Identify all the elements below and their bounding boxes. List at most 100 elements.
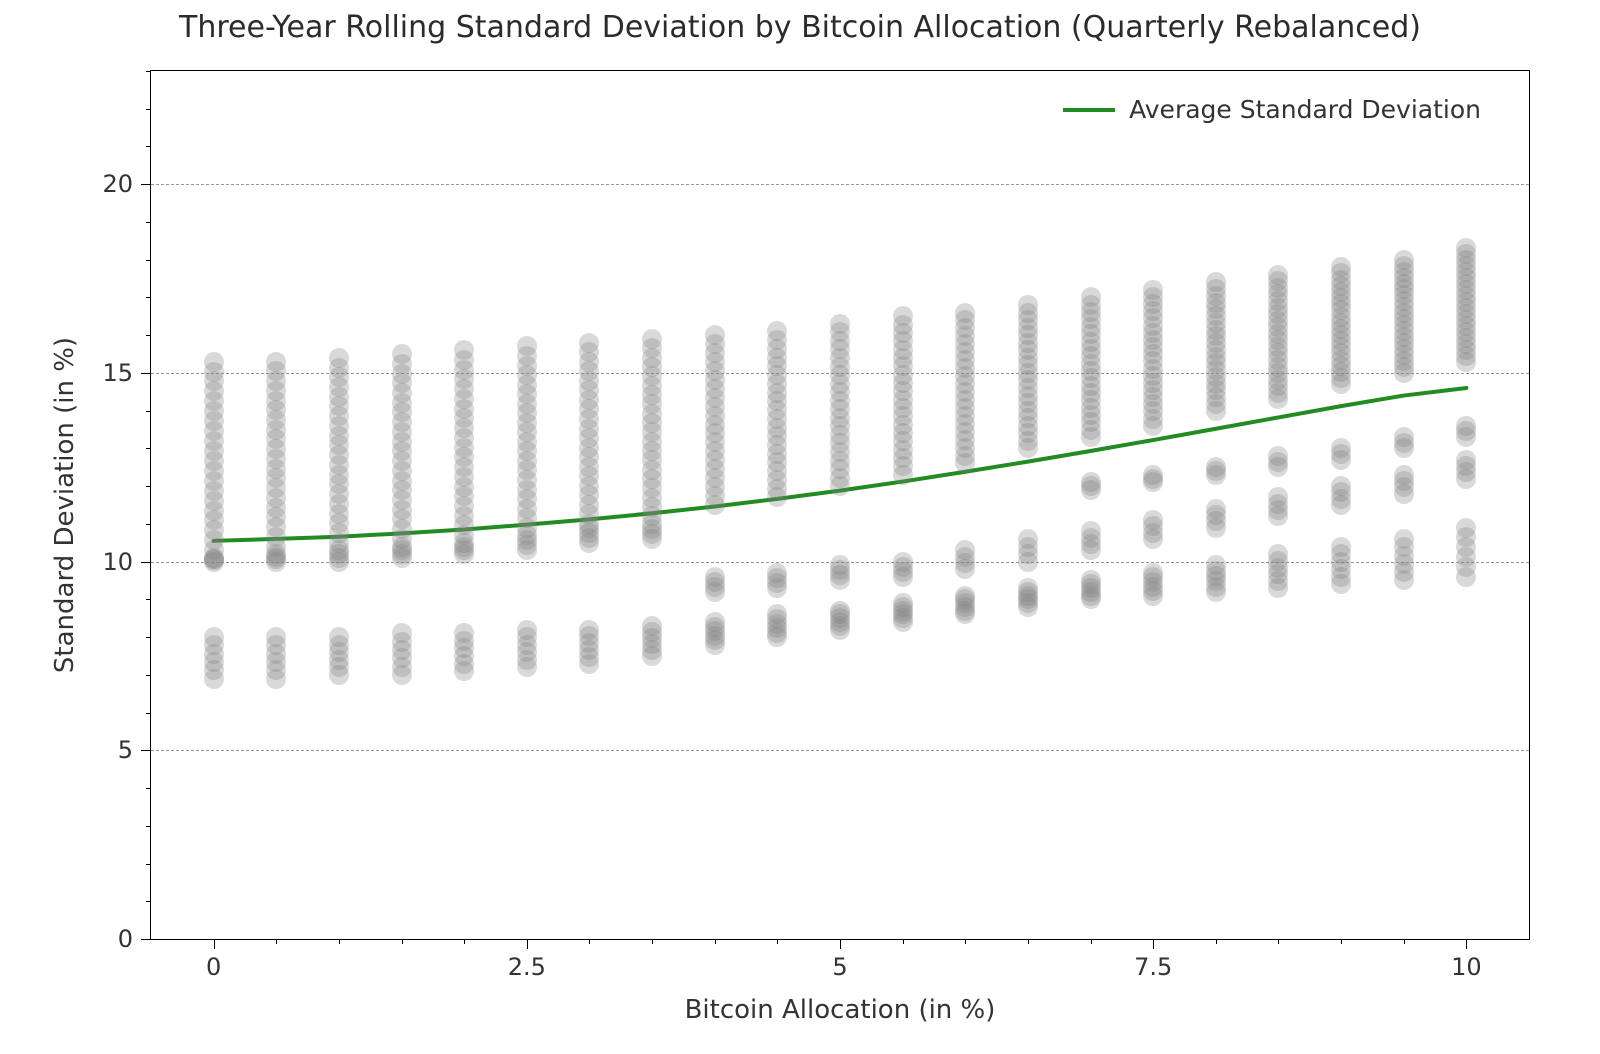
scatter-point (392, 344, 412, 364)
scatter-point (392, 537, 412, 557)
scatter-point (329, 348, 349, 368)
scatter-point (1331, 476, 1351, 496)
scatter-point (579, 333, 599, 353)
tick-minor-y (146, 297, 151, 298)
scatter-point (1143, 510, 1163, 530)
scatter-point (454, 533, 474, 553)
scatter-point (893, 552, 913, 572)
avg-line (151, 71, 1529, 939)
scatter-point (705, 612, 725, 632)
tick-minor-x (589, 939, 590, 944)
tick-label-y: 5 (118, 736, 151, 764)
scatter-point (517, 525, 537, 545)
tick-minor-y (146, 486, 151, 487)
tick-minor-x (464, 939, 465, 944)
tick-minor-y (146, 864, 151, 865)
scatter-point (1456, 450, 1476, 470)
tick-minor-x (1028, 939, 1029, 944)
tick-minor-x (777, 939, 778, 944)
scatter-point (517, 336, 537, 356)
tick-label-x: 5 (832, 939, 847, 981)
scatter-point (830, 601, 850, 621)
tick-minor-y (146, 260, 151, 261)
tick-minor-y (146, 146, 151, 147)
scatter-point (1394, 427, 1414, 447)
tick-minor-x (715, 939, 716, 944)
tick-minor-y (146, 826, 151, 827)
tick-minor-y (146, 222, 151, 223)
scatter-point (767, 321, 787, 341)
tick-label-y: 10 (102, 548, 151, 576)
scatter-point (329, 540, 349, 560)
scatter-point (1143, 563, 1163, 583)
scatter-point (266, 352, 286, 372)
scatter-point (642, 616, 662, 636)
scatter-point (392, 623, 412, 643)
gridline-y (151, 750, 1529, 751)
tick-minor-y (146, 788, 151, 789)
scatter-point (1268, 487, 1288, 507)
tick-label-x: 2.5 (508, 939, 546, 981)
scatter-point (329, 627, 349, 647)
tick-minor-x (1091, 939, 1092, 944)
scatter-point (1268, 265, 1288, 285)
scatter-point (767, 604, 787, 624)
scatter-point (579, 518, 599, 538)
x-axis-label: Bitcoin Allocation (in %) (150, 995, 1530, 1025)
scatter-point (1081, 472, 1101, 492)
tick-minor-x (339, 939, 340, 944)
tick-label-x: 10 (1451, 939, 1482, 981)
tick-minor-x (965, 939, 966, 944)
scatter-point (204, 627, 224, 647)
tick-label-x: 7.5 (1134, 939, 1172, 981)
scatter-point (1206, 457, 1226, 477)
scatter-point (1018, 529, 1038, 549)
scatter-point (1268, 544, 1288, 564)
tick-minor-x (903, 939, 904, 944)
scatter-point (1018, 295, 1038, 315)
scatter-point (955, 586, 975, 606)
tick-minor-y (146, 524, 151, 525)
tick-minor-y (146, 637, 151, 638)
tick-label-y: 15 (102, 359, 151, 387)
scatter-point (1456, 416, 1476, 436)
scatter-point (1018, 578, 1038, 598)
tick-minor-y (146, 411, 151, 412)
scatter-point (1081, 287, 1101, 307)
scatter-point (1394, 250, 1414, 270)
scatter-point (1206, 272, 1226, 292)
gridline-y (151, 184, 1529, 185)
tick-minor-x (1278, 939, 1279, 944)
legend: Average Standard Deviation (1053, 89, 1491, 130)
tick-minor-y (146, 109, 151, 110)
scatter-point (1081, 521, 1101, 541)
scatter-point (204, 352, 224, 372)
scatter-point (1206, 555, 1226, 575)
scatter-point (1206, 499, 1226, 519)
plot-area: Average Standard Deviation 0510152002.55… (150, 70, 1530, 940)
tick-minor-x (276, 939, 277, 944)
scatter-point (454, 340, 474, 360)
tick-minor-y (146, 675, 151, 676)
y-axis-label: Standard Deviation (in %) (50, 325, 80, 685)
tick-minor-y (146, 448, 151, 449)
scatter-point (642, 514, 662, 534)
tick-minor-y (146, 713, 151, 714)
tick-minor-x (1216, 939, 1217, 944)
scatter-point (266, 627, 286, 647)
scatter-point (1394, 529, 1414, 549)
scatter-point (204, 548, 224, 568)
chart-title: Three-Year Rolling Standard Deviation by… (0, 10, 1600, 45)
scatter-point (705, 567, 725, 587)
scatter-point (893, 306, 913, 326)
scatter-point (1143, 465, 1163, 485)
tick-minor-x (1404, 939, 1405, 944)
scatter-point (1081, 570, 1101, 590)
scatter-point (1331, 257, 1351, 277)
scatter-point (1394, 465, 1414, 485)
scatter-point (705, 325, 725, 345)
tick-minor-y (146, 901, 151, 902)
chart-figure: Three-Year Rolling Standard Deviation by… (0, 0, 1600, 1054)
scatter-point (266, 544, 286, 564)
tick-minor-y (146, 71, 151, 72)
